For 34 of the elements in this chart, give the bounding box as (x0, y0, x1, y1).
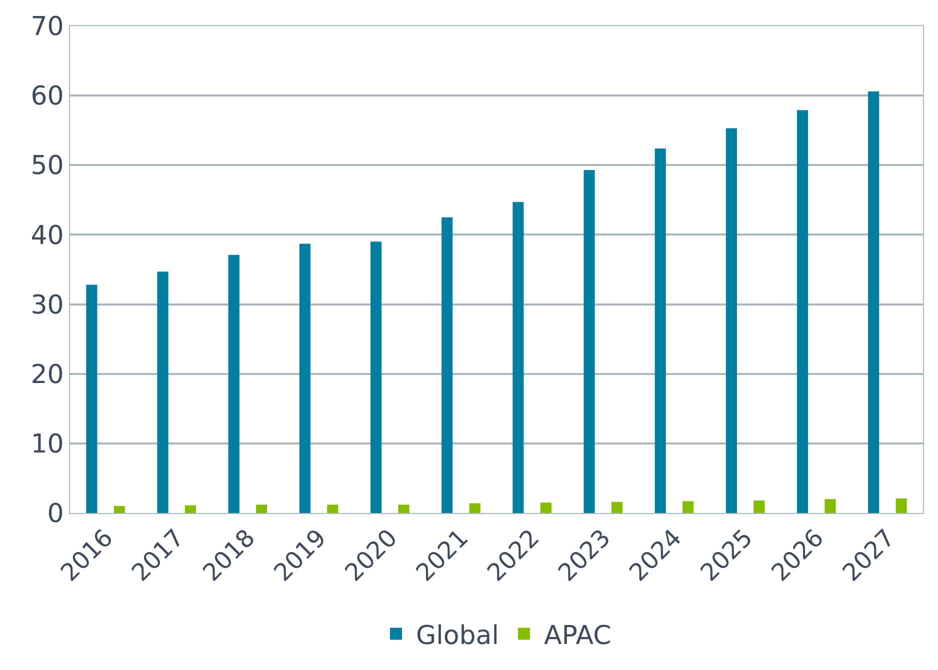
legend-label: APAC (544, 620, 612, 651)
bar (896, 498, 907, 513)
bar (540, 502, 552, 513)
bar (682, 501, 694, 513)
bar (654, 148, 666, 513)
y-tick-label: 20 (30, 360, 64, 390)
bar (442, 217, 453, 513)
bar (184, 505, 196, 513)
bar (754, 500, 765, 513)
bar (398, 504, 410, 513)
bar (824, 499, 836, 513)
bar (228, 254, 240, 513)
bar (726, 128, 737, 513)
y-tick-label: 50 (30, 151, 64, 182)
bar (796, 110, 808, 513)
y-tick-label: 60 (30, 82, 64, 112)
y-tick-label: 70 (30, 12, 64, 42)
bar (299, 244, 310, 513)
y-tick-label: 10 (30, 430, 64, 460)
legend-label: Global (416, 620, 499, 651)
bar (256, 504, 268, 513)
y-tick-label: 0 (47, 499, 64, 530)
y-tick-label: 30 (30, 290, 64, 320)
bar (512, 202, 524, 513)
bar (327, 504, 338, 513)
bar (611, 502, 623, 513)
bar (370, 242, 382, 513)
y-tick-label: 40 (30, 220, 64, 251)
bar (157, 272, 168, 513)
bar (114, 506, 125, 513)
bar (86, 284, 98, 513)
bar (584, 170, 595, 513)
bar (469, 503, 480, 513)
bar (868, 91, 880, 513)
